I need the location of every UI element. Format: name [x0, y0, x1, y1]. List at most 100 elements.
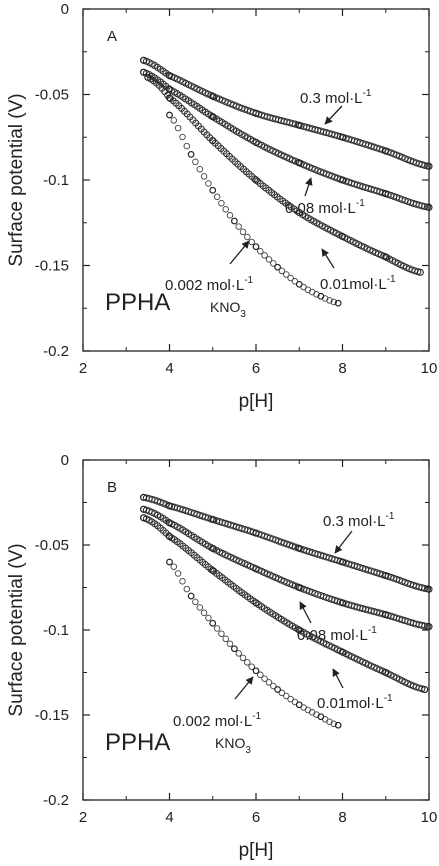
data-point: [278, 267, 286, 275]
series-label: 0.01mol·L-1: [320, 274, 396, 293]
series-arrow: [324, 105, 343, 125]
x-tick-label: 2: [79, 360, 87, 377]
data-point: [165, 519, 174, 527]
data-point: [295, 626, 303, 634]
data-point: [265, 679, 273, 686]
data-point: [222, 206, 229, 213]
x-tick-label: 6: [252, 809, 260, 826]
data-point: [283, 692, 290, 700]
data-point: [174, 124, 182, 132]
panel-label: B: [107, 479, 117, 496]
data-point: [213, 193, 221, 201]
data-point: [140, 56, 148, 64]
data-point: [170, 563, 178, 570]
data-point: [338, 133, 347, 141]
data-point: [252, 138, 260, 146]
x-tick-label: 4: [165, 360, 173, 377]
data-point: [338, 176, 347, 184]
data-point: [179, 133, 186, 141]
series-label: 0.002 mol·L-1: [173, 711, 262, 730]
series-2: 0.08 mol·L-1: [140, 68, 433, 217]
data-point: [425, 203, 433, 211]
data-point: [295, 544, 303, 552]
series-arrow: [332, 668, 344, 689]
data-point: [192, 598, 199, 606]
annotation-ppha: PPHA: [105, 289, 170, 316]
data-point: [287, 274, 294, 282]
data-point: [205, 614, 212, 622]
data-point: [140, 493, 148, 501]
series-4: 0.002 mol·L-1 KNO3: [165, 111, 342, 320]
data-point: [209, 619, 217, 627]
y-tick-label: -0.05: [35, 87, 69, 104]
data-point: [209, 137, 217, 145]
y-tick-label: -0.2: [43, 792, 69, 809]
data-point: [382, 190, 390, 198]
x-axis-title: p[H]: [239, 391, 274, 412]
data-point: [222, 635, 229, 643]
data-point: [174, 570, 182, 577]
y-axis-title: Surface potential (V): [6, 543, 27, 716]
data-point: [209, 113, 217, 121]
data-point: [270, 682, 277, 690]
data-point: [218, 199, 225, 207]
data-point: [244, 233, 251, 241]
series-4: 0.002 mol·L-1 KNO3: [166, 558, 342, 756]
data-point: [261, 675, 268, 682]
data-point: [140, 68, 148, 76]
data-point: [239, 654, 247, 662]
annotation-ppha: PPHA: [105, 729, 170, 756]
data-point: [252, 667, 260, 675]
series-label: 0.002 mol·L-1: [165, 275, 254, 294]
y-tick-label: -0.1: [43, 622, 69, 639]
series-arrow: [321, 248, 335, 269]
data-point: [421, 161, 429, 169]
x-axis-title: p[H]: [239, 840, 274, 861]
data-point: [330, 298, 338, 306]
x-tick-label: 8: [338, 360, 346, 377]
y-tick-label: 0: [61, 452, 69, 469]
series-arrow: [334, 530, 353, 554]
data-point: [295, 208, 303, 217]
data-point: [200, 609, 208, 617]
data-point: [317, 292, 325, 300]
series-1: 0.3 mol·L-1: [140, 493, 433, 593]
data-point: [317, 713, 325, 721]
data-point: [231, 645, 238, 653]
data-point: [270, 260, 277, 267]
data-point: [209, 566, 217, 575]
x-tick-label: 8: [338, 809, 346, 826]
series-arrow: [299, 601, 312, 624]
data-point: [421, 202, 429, 211]
data-point: [192, 158, 199, 166]
chart-panel-b: 2 4 6 8 10 0 -0.05 -0.1 -0.15 -0.2 p[H] Surface pot…: [6, 452, 437, 861]
series-1: 0.3 mol·L-1: [140, 56, 433, 170]
data-point: [418, 685, 426, 693]
series-3: 0.01mol·L-1: [144, 73, 424, 293]
series-label: 0.3 mol·L-1: [300, 88, 372, 107]
data-point: [140, 514, 148, 522]
data-point: [200, 173, 208, 180]
data-point: [209, 515, 217, 524]
data-point: [421, 685, 429, 694]
data-point: [252, 565, 260, 573]
data-point: [213, 625, 221, 632]
data-point: [382, 572, 390, 580]
y-axis-title: Surface potential (V): [6, 93, 27, 266]
data-point: [183, 142, 191, 150]
data-point: [235, 223, 242, 230]
data-point: [165, 532, 174, 541]
series-label: 0.01mol·L-1: [317, 693, 393, 712]
y-tick-label: -0.05: [35, 537, 69, 554]
data-point: [382, 147, 390, 155]
data-point: [166, 558, 173, 566]
data-point: [179, 578, 186, 585]
data-point: [261, 252, 268, 259]
y-tick-label: -0.2: [43, 343, 69, 360]
data-point: [338, 648, 347, 656]
series-arrow: [234, 676, 254, 700]
data-point: [252, 243, 260, 251]
data-point: [144, 73, 152, 81]
data-point: [326, 297, 333, 304]
data-point: [196, 165, 204, 173]
